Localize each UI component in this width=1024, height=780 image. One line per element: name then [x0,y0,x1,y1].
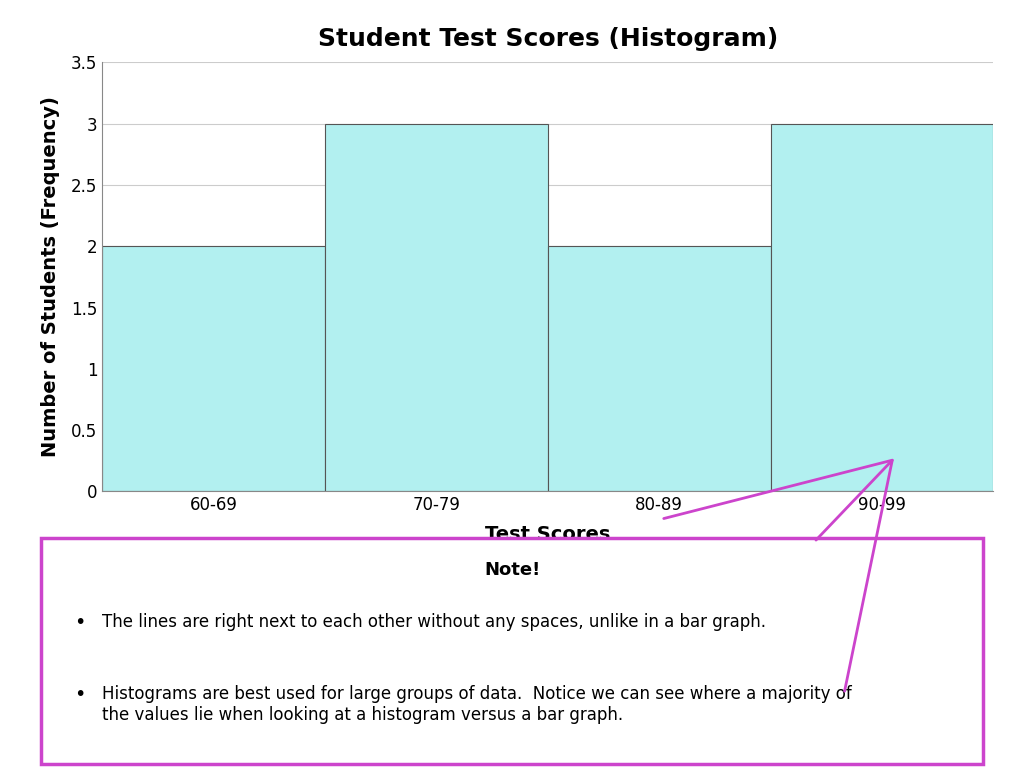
Bar [326,124,548,491]
Title: Student Test Scores (Histogram): Student Test Scores (Histogram) [317,27,778,51]
Bar [102,246,326,491]
Bar [548,246,770,491]
Text: The lines are right next to each other without any spaces, unlike in a bar graph: The lines are right next to each other w… [102,613,766,631]
Text: Histograms are best used for large groups of data.  Notice we can see where a ma: Histograms are best used for large group… [102,686,852,724]
Text: •: • [74,686,85,704]
Y-axis label: Number of Students (Frequency): Number of Students (Frequency) [41,97,60,457]
Bar [770,124,993,491]
Text: Note!: Note! [484,561,540,579]
FancyBboxPatch shape [41,538,983,764]
X-axis label: Test Scores: Test Scores [485,526,610,544]
Text: •: • [74,613,85,632]
